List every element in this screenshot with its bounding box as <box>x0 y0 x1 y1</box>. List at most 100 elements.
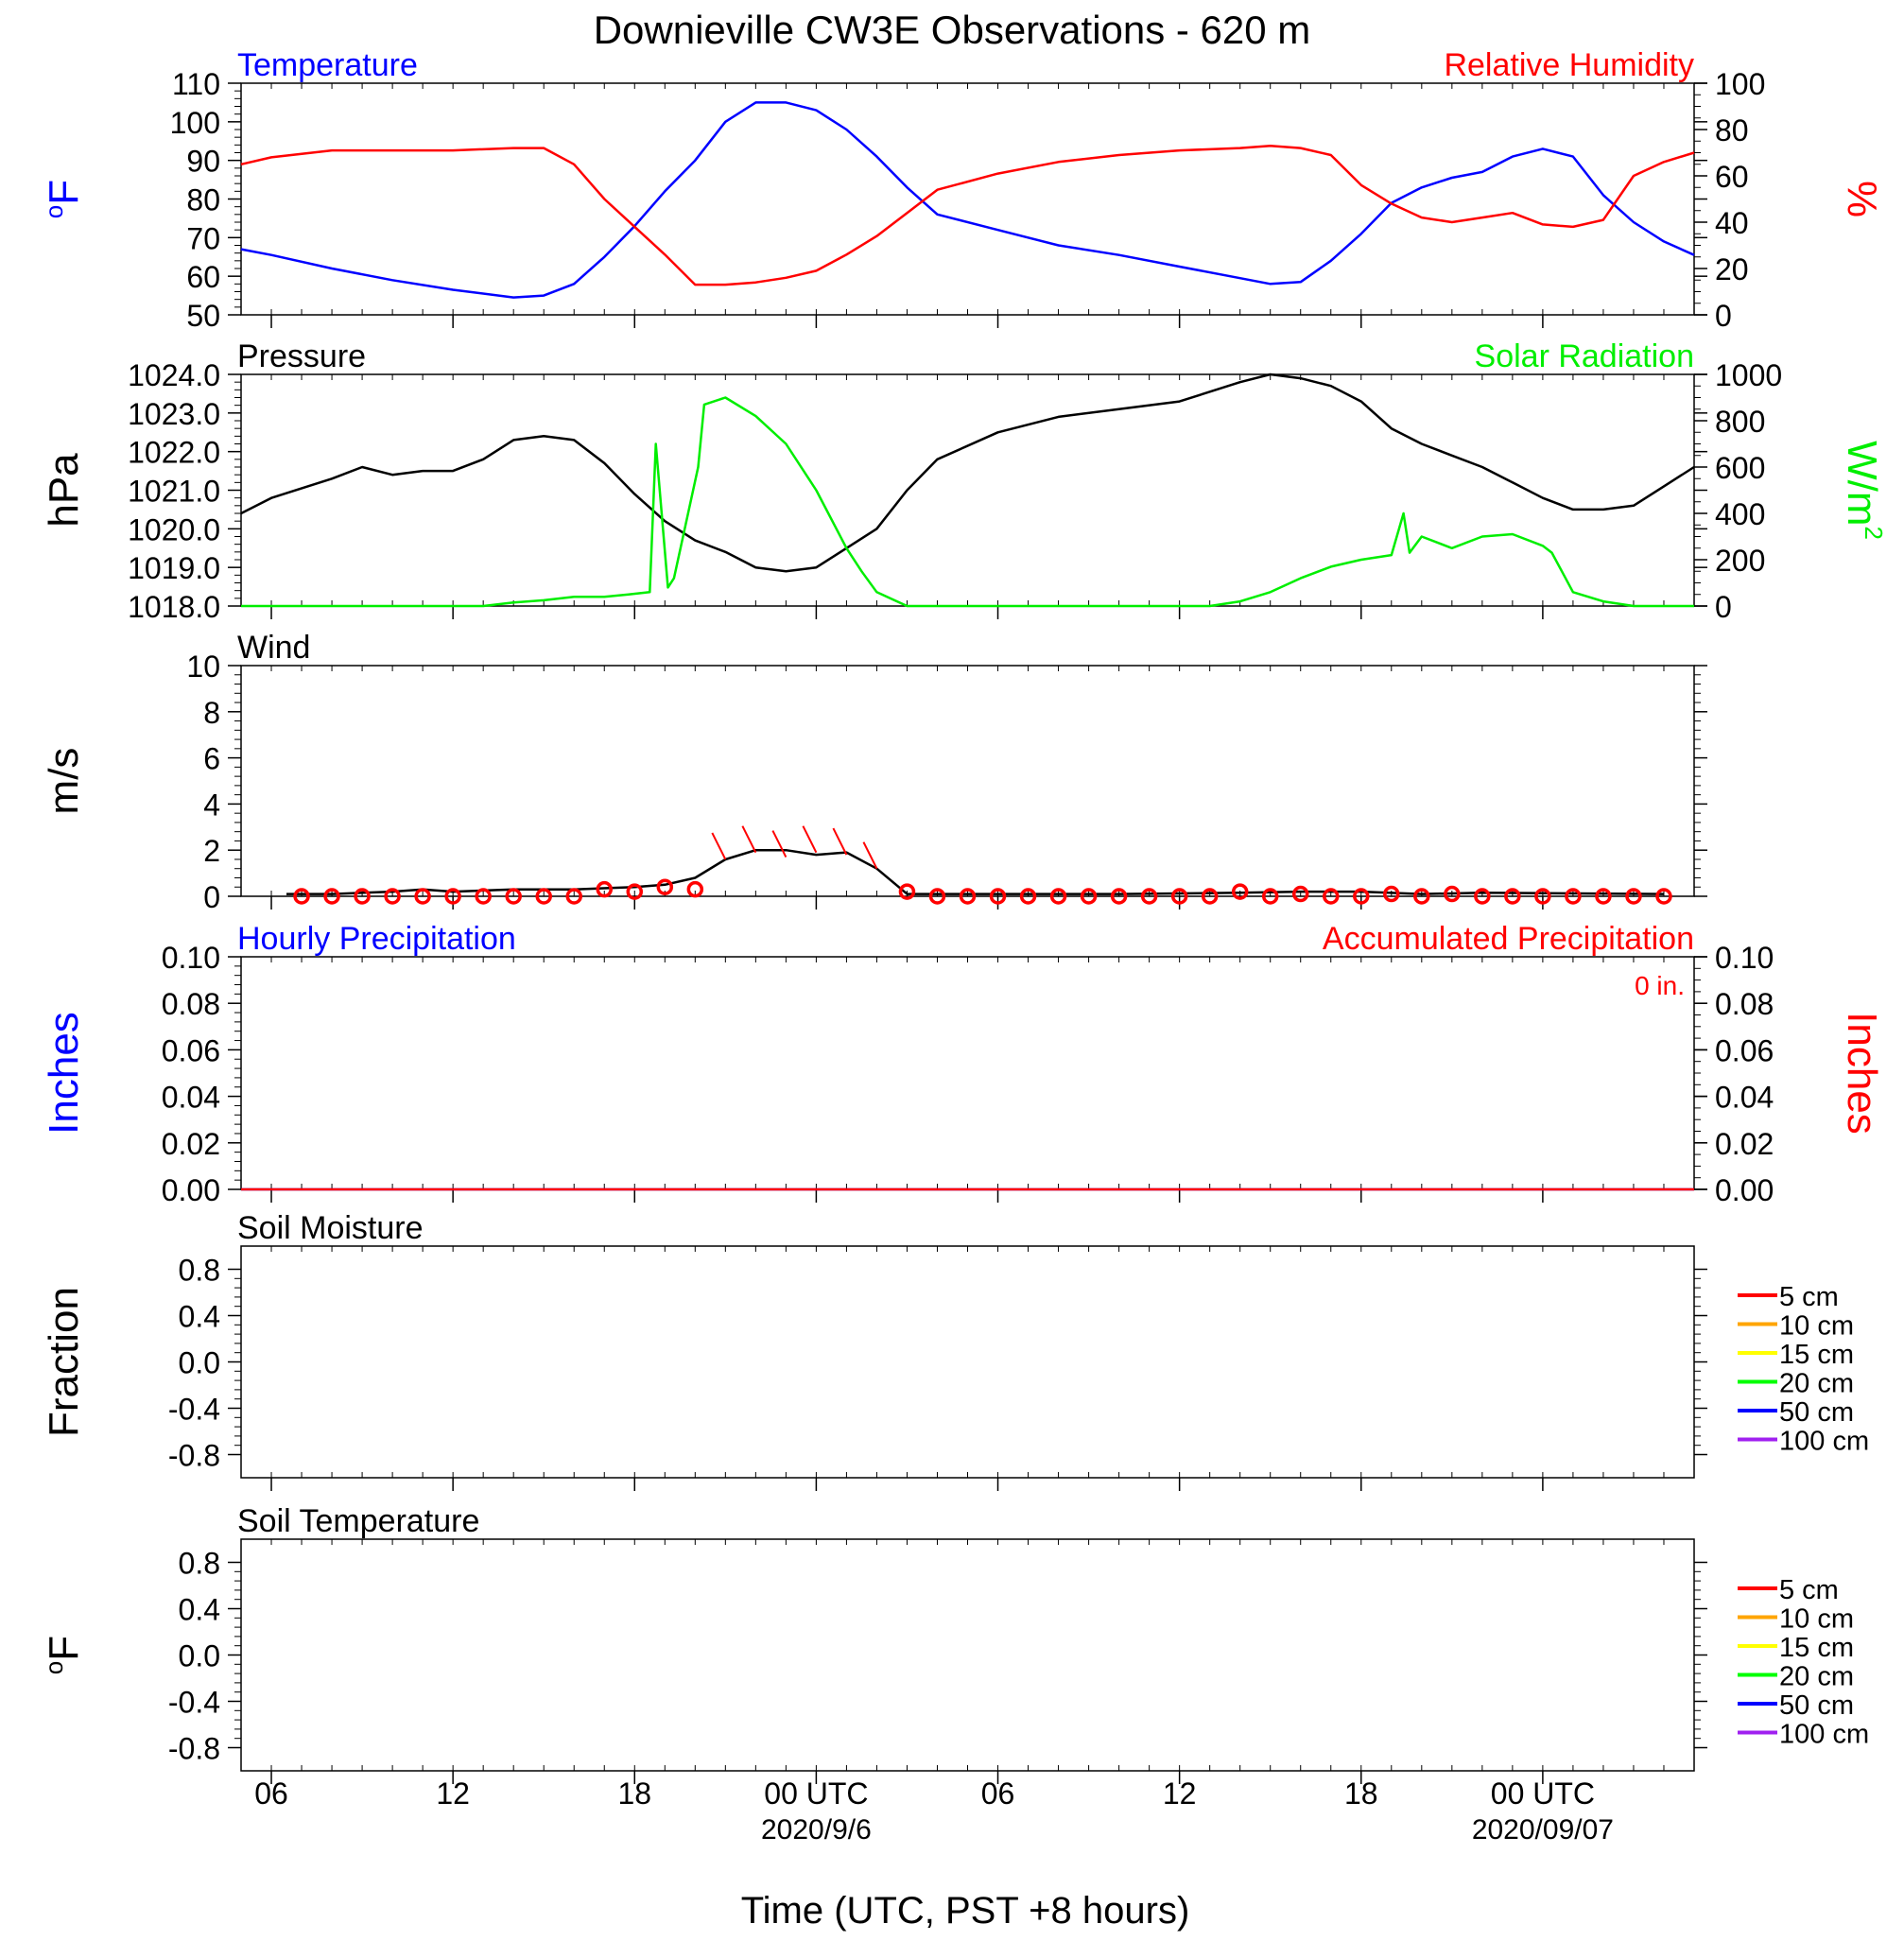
y-tick-label-left: 0 <box>203 880 220 914</box>
wind-hourly-marker <box>444 888 461 905</box>
wind-hourly-marker <box>323 888 340 905</box>
legend-label: 50 cm <box>1779 1690 1854 1721</box>
y-tick-label-left: 10 <box>186 650 220 684</box>
y-tick-label-left: 0.06 <box>162 1033 220 1067</box>
legend-label: 10 cm <box>1779 1311 1854 1342</box>
panel-frame <box>240 665 1695 897</box>
y-tick-label-left: 6 <box>203 742 220 776</box>
y-tick-label-left: 0.02 <box>162 1127 220 1161</box>
wind-hourly-marker <box>1655 888 1672 905</box>
y-axis-label-right: Inches <box>1839 1012 1885 1135</box>
x-tick-label: 06 <box>254 1776 288 1811</box>
wind-hourly-marker <box>293 888 310 905</box>
panel-title-right: Relative Humidity <box>1444 47 1694 83</box>
wind-hourly-marker <box>1565 888 1582 905</box>
wind-hourly-marker <box>1474 888 1491 905</box>
wind-barb <box>832 827 848 856</box>
panel-frame <box>240 1245 1695 1479</box>
y-tick-label-left: 0.0 <box>179 1639 220 1673</box>
panel-frame <box>240 1538 1695 1772</box>
wind-hourly-marker <box>1110 888 1128 905</box>
y-tick-label-right: 80 <box>1715 113 1749 147</box>
panel-title-left: Soil Temperature <box>237 1503 479 1539</box>
x-tick-label: 18 <box>1344 1776 1378 1811</box>
wind-barb <box>711 832 727 860</box>
y-tick-label-left: 70 <box>186 221 220 255</box>
y-axis-label-left: Fraction <box>41 1287 87 1437</box>
y-axis-label-right: % <box>1839 181 1885 217</box>
y-tick-label-left: 1022.0 <box>128 436 220 470</box>
y-tick-label-right: 400 <box>1715 497 1765 531</box>
y-tick-label-left: 0.04 <box>162 1081 220 1115</box>
wind-hourly-marker <box>1383 885 1400 903</box>
legend-label: 100 cm <box>1779 1427 1869 1457</box>
legend-label: 5 cm <box>1779 1575 1839 1605</box>
x-tick-label: 00 UTC <box>1491 1776 1595 1811</box>
wind-hourly-marker <box>1444 885 1461 903</box>
y-tick-label-right: 0.06 <box>1715 1033 1774 1067</box>
y-tick-label-right: 60 <box>1715 160 1749 194</box>
y-tick-label-left: -0.8 <box>168 1732 220 1766</box>
wind-hourly-marker <box>1625 888 1642 905</box>
panel-frame <box>240 82 1695 316</box>
y-tick-label-right: 600 <box>1715 451 1765 485</box>
series-relative-humidity <box>240 144 1695 286</box>
wind-hourly-marker <box>959 888 977 905</box>
x-axis-label: Time (UTC, PST +8 hours) <box>741 1890 1190 1932</box>
y-tick-label-left: 1023.0 <box>128 397 220 431</box>
legend-label: 20 cm <box>1779 1369 1854 1399</box>
legend-label: 10 cm <box>1779 1604 1854 1635</box>
y-tick-label-left: 1018.0 <box>128 590 220 624</box>
panel-frame <box>240 956 1695 1190</box>
series-temperature <box>240 101 1695 299</box>
wind-hourly-marker <box>1231 883 1249 900</box>
wind-hourly-marker <box>1080 888 1098 905</box>
y-tick-label-left: 0.00 <box>162 1173 220 1207</box>
y-tick-label-right: 1000 <box>1715 358 1782 392</box>
panel-title-left: Hourly Precipitation <box>237 921 516 957</box>
y-axis-label-left: oF <box>40 180 87 218</box>
wind-hourly-marker <box>1201 888 1219 905</box>
wind-hourly-marker <box>354 888 371 905</box>
wind-hourly-marker <box>1049 888 1067 905</box>
accumulated-total: 0 in. <box>1635 971 1685 1000</box>
y-axis-label-left: hPa <box>41 453 87 528</box>
y-tick-label-right: 0.00 <box>1715 1173 1774 1207</box>
y-tick-label-left: 0.4 <box>179 1300 220 1334</box>
y-tick-label-left: 0.0 <box>179 1346 220 1380</box>
chart-title: Downieville CW3E Observations - 620 m <box>594 8 1311 52</box>
wind-hourly-marker <box>656 878 674 895</box>
legend-label: 20 cm <box>1779 1662 1854 1692</box>
legend-label: 15 cm <box>1779 1633 1854 1663</box>
wind-hourly-marker <box>898 883 916 900</box>
y-axis-label-left: Inches <box>41 1012 87 1135</box>
wind-hourly-marker <box>1291 885 1309 903</box>
wind-hourly-marker <box>1534 888 1551 905</box>
wind-hourly-marker <box>626 883 644 900</box>
wind-barb <box>862 841 878 870</box>
y-tick-label-left: 8 <box>203 696 220 730</box>
y-tick-label-left: 90 <box>186 145 220 179</box>
y-axis-label-right: W/m2 <box>1839 441 1888 540</box>
y-tick-label-left: 0.8 <box>179 1254 220 1288</box>
wind-hourly-marker <box>1261 888 1279 905</box>
y-tick-label-right: 40 <box>1715 206 1749 240</box>
legend-label: 100 cm <box>1779 1720 1869 1750</box>
y-tick-label-left: 1024.0 <box>128 358 220 392</box>
y-tick-label-right: 0.02 <box>1715 1127 1774 1161</box>
wind-hourly-marker <box>1140 888 1158 905</box>
wind-hourly-marker <box>475 888 492 905</box>
y-tick-label-left: 110 <box>172 67 220 101</box>
x-date-label: 2020/9/6 <box>761 1814 872 1846</box>
wind-hourly-marker <box>1170 888 1188 905</box>
y-tick-label-left: -0.4 <box>168 1393 220 1427</box>
y-tick-label-left: 0.8 <box>179 1547 220 1581</box>
series-wind <box>286 848 1665 895</box>
x-tick-label: 00 UTC <box>764 1776 868 1811</box>
panel-soil-moisture: -0.8 -0.4 0.0 0.4 0.8 Soil Moisture Fraction 5 … <box>41 1210 1869 1491</box>
y-tick-label-right: 0 <box>1715 299 1732 333</box>
wind-hourly-marker <box>1019 888 1037 905</box>
x-tick-label: 06 <box>981 1776 1015 1811</box>
y-tick-label-right: 0.08 <box>1715 987 1774 1021</box>
